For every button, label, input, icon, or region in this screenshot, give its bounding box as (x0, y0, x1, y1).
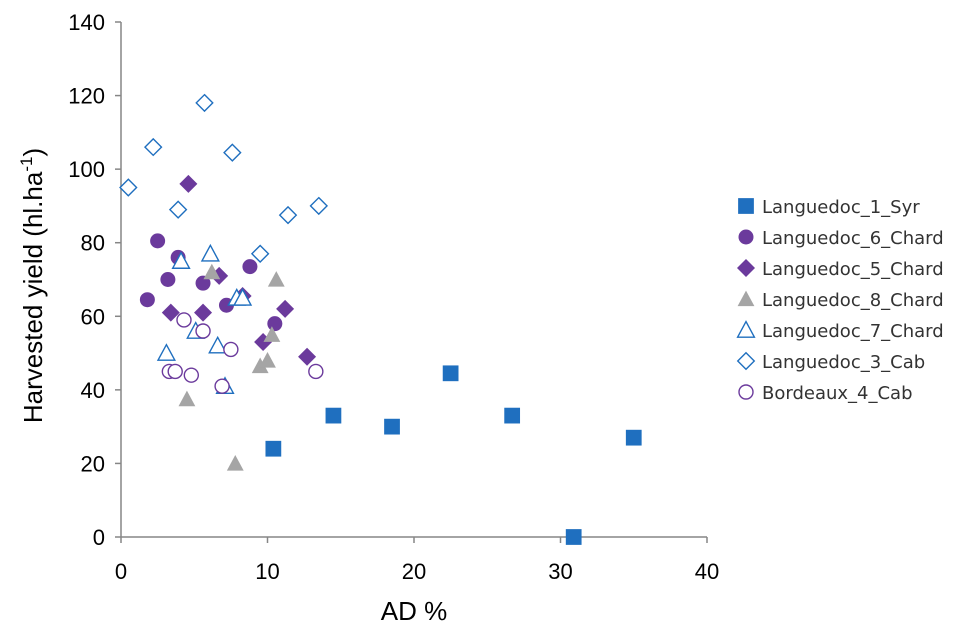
data-point (625, 429, 642, 446)
data-point (251, 357, 269, 374)
series-Languedoc_5_Chard (161, 174, 317, 366)
data-point (504, 407, 521, 424)
y-tick-label: 40 (81, 378, 105, 403)
x-ticks: 0 10 20 30 40 (115, 537, 719, 584)
legend-marker (736, 351, 756, 371)
legend-item: Languedoc_7_Chard (736, 320, 944, 342)
data-point (309, 196, 329, 216)
data-point (160, 272, 176, 287)
data-point (143, 137, 163, 157)
data-point (278, 205, 298, 225)
x-tick-label: 0 (115, 559, 127, 584)
y-axis-title: Harvested yield (hl.ha-1) (17, 148, 48, 423)
data-point (167, 363, 183, 380)
x-tick-label: 30 (548, 559, 572, 584)
legend-label: Bordeaux_4_Cab (762, 383, 913, 404)
data-point (208, 335, 228, 354)
series-Languedoc_3_Cab (119, 93, 329, 263)
y-tick-label: 60 (81, 304, 105, 329)
data-point (263, 326, 281, 342)
legend-label: Languedoc_5_Chard (762, 259, 944, 280)
data-point (223, 143, 242, 162)
y-ticks: 0 20 40 60 80 100 120 140 (68, 10, 121, 550)
data-point (195, 93, 214, 113)
data-point (200, 243, 220, 262)
y-axis-title-end: ) (18, 148, 48, 157)
data-point (325, 407, 342, 424)
data-point (194, 303, 213, 322)
legend-marker (737, 259, 755, 277)
data-point (242, 259, 258, 275)
legend-label: Languedoc_7_Chard (762, 321, 944, 342)
legend-marker (738, 198, 754, 214)
data-points (119, 93, 642, 545)
x-axis-title: AD % (381, 596, 447, 626)
legend-item: Languedoc_6_Chard (738, 228, 944, 249)
legend-item: Languedoc_8_Chard (737, 290, 944, 311)
y-axis-title-superscript: -1 (17, 157, 36, 172)
x-tick-label: 10 (255, 559, 279, 584)
data-point (168, 200, 188, 219)
data-point (565, 529, 582, 545)
data-point (139, 292, 155, 308)
legend-marker (737, 290, 755, 307)
legend-item: Languedoc_3_Cab (736, 351, 925, 373)
data-point (156, 343, 176, 361)
legend-item: Bordeaux_4_Cab (738, 383, 913, 404)
data-point (223, 341, 239, 358)
legend-marker (738, 229, 754, 245)
data-point (267, 271, 285, 287)
legend-label: Languedoc_3_Cab (762, 352, 925, 373)
data-point (226, 455, 244, 471)
x-tick-label: 20 (402, 559, 426, 584)
data-point (265, 440, 282, 457)
legend-item: Languedoc_1_Syr (738, 197, 920, 218)
series-Languedoc_1_Syr (265, 365, 642, 545)
legend-label: Languedoc_8_Chard (762, 290, 944, 311)
data-point (308, 363, 324, 380)
data-point (171, 251, 191, 269)
x-tick-label: 40 (695, 559, 719, 584)
data-point (179, 174, 198, 193)
series-Languedoc_7_Chard (156, 243, 253, 395)
data-point (214, 378, 230, 394)
data-point (203, 263, 221, 280)
y-tick-label: 20 (81, 451, 105, 476)
series-Languedoc_8_Chard (178, 263, 285, 471)
data-point (298, 347, 317, 366)
data-point (267, 316, 283, 332)
legend-marker (736, 320, 756, 338)
data-point (384, 418, 400, 435)
data-point (176, 312, 192, 328)
data-point (161, 303, 180, 322)
data-point (195, 323, 211, 339)
data-point (150, 233, 166, 249)
legend-item: Languedoc_5_Chard (737, 259, 944, 280)
data-point (276, 299, 295, 318)
data-point (195, 275, 211, 291)
data-point (442, 365, 459, 382)
y-tick-label: 120 (68, 84, 105, 109)
legend-label: Languedoc_6_Chard (762, 228, 944, 249)
data-point (119, 178, 138, 197)
y-tick-label: 0 (93, 525, 105, 550)
series-Bordeaux_4_Cab (161, 312, 324, 394)
data-point (259, 352, 276, 368)
data-point (183, 367, 200, 383)
legend-label: Languedoc_1_Syr (762, 197, 920, 218)
legend-marker (738, 384, 754, 400)
data-point (178, 390, 196, 407)
y-tick-label: 100 (68, 157, 105, 182)
y-tick-label: 80 (81, 231, 105, 256)
data-point (233, 288, 253, 306)
data-point (250, 244, 270, 263)
legend: Languedoc_1_Syr Languedoc_6_Chard Languedo… (736, 197, 944, 404)
y-axis-title-main: Harvested yield (hl.ha (18, 171, 48, 423)
y-tick-label: 140 (68, 10, 105, 35)
